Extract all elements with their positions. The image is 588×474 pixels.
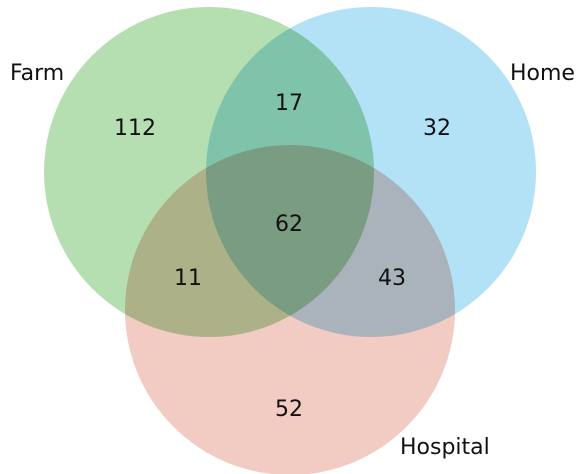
set-label-farm: Farm [10,61,64,86]
count-home-only: 32 [423,116,451,141]
count-hospital-only: 52 [275,397,303,422]
count-farm-only: 112 [114,116,156,141]
count-farm-home: 17 [275,91,303,116]
circle-hospital [125,145,455,474]
set-label-home: Home [510,61,575,86]
count-farm-hospital: 11 [174,266,202,291]
set-circles [44,7,536,474]
set-labels: Farm Home Hospital [10,61,575,460]
set-label-hospital: Hospital [400,435,490,460]
region-counts: 112 32 52 17 11 43 62 [114,91,451,422]
count-farm-home-hospital: 62 [275,212,303,237]
count-home-hospital: 43 [378,266,406,291]
